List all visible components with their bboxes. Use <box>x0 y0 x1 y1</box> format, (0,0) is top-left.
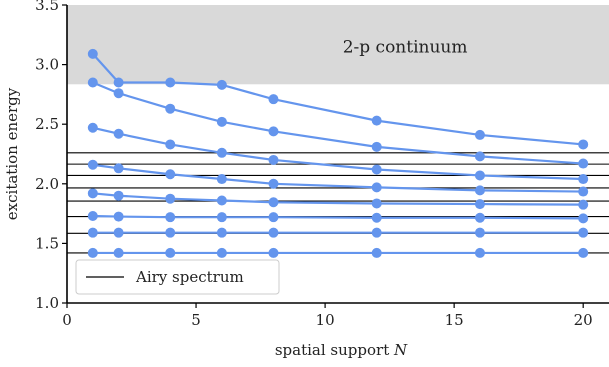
data-point <box>371 141 382 152</box>
data-point <box>87 247 98 258</box>
data-point <box>165 193 176 204</box>
data-point <box>474 185 485 196</box>
y-tick-label: 3.5 <box>35 0 59 14</box>
data-point <box>216 195 227 206</box>
data-point <box>371 212 382 223</box>
data-point <box>578 247 589 258</box>
data-point <box>371 164 382 175</box>
data-point <box>474 129 485 140</box>
data-point <box>216 147 227 158</box>
data-point <box>578 139 589 150</box>
series-line-4 <box>92 192 584 206</box>
legend: Airy spectrum <box>75 259 280 295</box>
data-point <box>268 178 279 189</box>
data-point <box>578 199 589 210</box>
data-point <box>87 48 98 59</box>
data-point <box>474 199 485 210</box>
data-point <box>268 227 279 238</box>
data-point <box>474 212 485 223</box>
data-point <box>113 88 124 99</box>
data-point <box>268 154 279 165</box>
data-point <box>87 227 98 238</box>
data-point <box>216 79 227 90</box>
data-point <box>474 170 485 181</box>
data-point <box>87 122 98 133</box>
data-point <box>113 163 124 174</box>
data-point <box>113 190 124 201</box>
series-line-6 <box>92 126 584 181</box>
data-point <box>216 116 227 127</box>
legend-label: Airy spectrum <box>135 268 244 286</box>
y-tick-label: 2.5 <box>35 115 59 133</box>
data-point <box>216 212 227 223</box>
data-point <box>165 103 176 114</box>
data-point <box>165 77 176 88</box>
continuum-label: 2-p continuum <box>343 38 468 58</box>
data-point <box>474 247 485 258</box>
data-point <box>165 169 176 180</box>
x-tick-label: 5 <box>191 311 201 329</box>
y-tick-label: 1.5 <box>35 234 59 252</box>
data-point <box>578 158 589 169</box>
data-point <box>268 94 279 105</box>
x-tick-label: 15 <box>445 311 464 329</box>
data-point <box>371 182 382 193</box>
data-point <box>216 247 227 258</box>
data-point <box>371 227 382 238</box>
data-point <box>268 212 279 223</box>
data-point <box>268 126 279 137</box>
data-point <box>87 210 98 221</box>
y-tick-label: 2.0 <box>35 175 59 193</box>
data-point <box>113 128 124 139</box>
x-axis-label: spatial support N <box>275 341 408 359</box>
data-point <box>216 227 227 238</box>
data-point <box>268 247 279 258</box>
data-point <box>371 115 382 126</box>
data-point <box>165 212 176 223</box>
y-axis-label: excitation energy <box>3 87 21 220</box>
data-point <box>113 227 124 238</box>
data-point <box>165 139 176 150</box>
data-point <box>216 174 227 185</box>
legend-box <box>75 259 280 295</box>
data-point <box>113 247 124 258</box>
series-line-7 <box>92 81 584 165</box>
series-line-5 <box>92 163 584 193</box>
data-point <box>113 211 124 222</box>
y-tick-label: 1.0 <box>35 294 59 312</box>
data-point <box>113 77 124 88</box>
continuum-band <box>67 5 609 85</box>
y-tick-label: 3.0 <box>35 56 59 74</box>
data-point <box>268 197 279 208</box>
data-point <box>578 227 589 238</box>
data-point <box>578 174 589 185</box>
data-point <box>165 247 176 258</box>
data-point <box>371 247 382 258</box>
data-point <box>371 198 382 209</box>
data-point <box>578 213 589 224</box>
data-point <box>87 159 98 170</box>
x-tick-label: 20 <box>574 311 593 329</box>
x-tick-label: 10 <box>316 311 335 329</box>
data-point <box>87 188 98 199</box>
series-line-8 <box>91 53 584 146</box>
data-point <box>165 227 176 238</box>
data-point <box>87 77 98 88</box>
data-point <box>474 227 485 238</box>
data-point <box>578 186 589 197</box>
data-point <box>474 151 485 162</box>
series-line-3 <box>92 214 584 220</box>
x-tick-label: 0 <box>62 311 72 329</box>
